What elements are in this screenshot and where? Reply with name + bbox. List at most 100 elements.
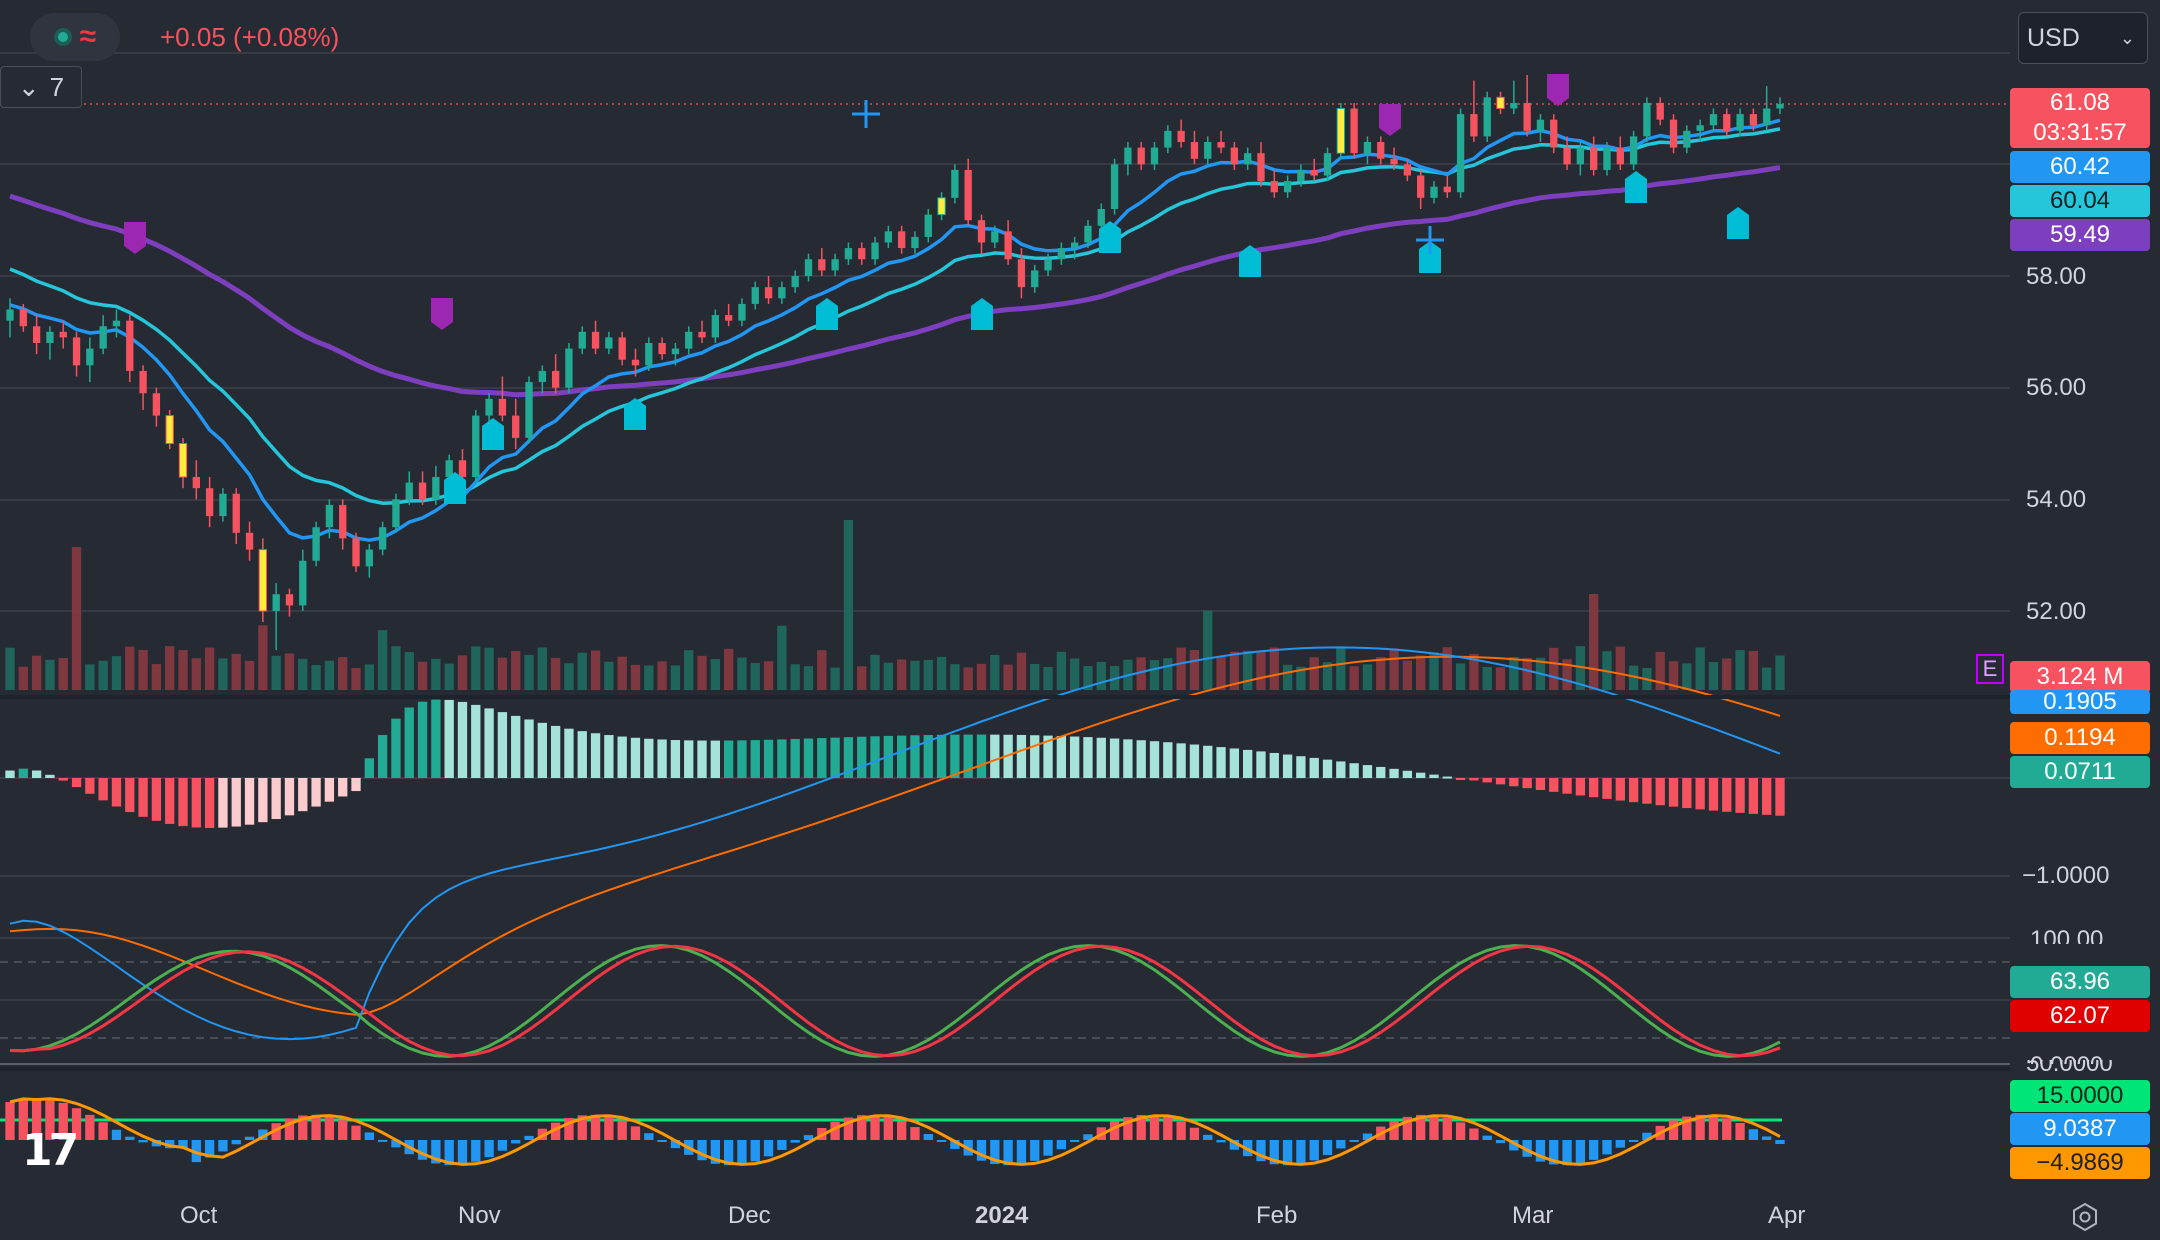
- osc-bar: [923, 1134, 933, 1140]
- osc-bar: [644, 1133, 654, 1140]
- settings-icon[interactable]: [2070, 1202, 2100, 1232]
- earnings-icon[interactable]: E: [1976, 654, 2004, 684]
- osc-bar: [1602, 1140, 1612, 1155]
- volume-bar: [151, 664, 162, 690]
- osc-bar: [258, 1129, 268, 1140]
- candle-body: [1270, 181, 1278, 193]
- volume-bar: [910, 660, 920, 690]
- osc-bar: [1748, 1129, 1759, 1140]
- volume-bar: [1070, 658, 1080, 690]
- osc-bar: [976, 1140, 987, 1161]
- volume-bar: [1562, 659, 1572, 690]
- macd-histogram-bar: [1336, 761, 1346, 778]
- macd-histogram-bar: [311, 778, 321, 807]
- volume-bar: [990, 654, 1000, 690]
- volume-bar: [684, 650, 694, 690]
- volume-bar: [58, 658, 68, 690]
- osc-bar: [1455, 1122, 1466, 1140]
- buy-marker: [971, 298, 993, 330]
- osc-bar: [697, 1140, 707, 1161]
- buy-marker: [624, 398, 646, 430]
- macd-histogram-bar: [963, 734, 973, 778]
- candle-body: [591, 331, 600, 349]
- volume-bar: [1056, 651, 1067, 690]
- macd-histogram-bar: [71, 778, 82, 788]
- macd-histogram-bar: [670, 740, 681, 778]
- macd-histogram-bar: [1695, 778, 1705, 810]
- candle-body: [724, 315, 733, 321]
- macd-histogram-bar: [31, 770, 42, 778]
- candle-body: [258, 549, 268, 612]
- macd-histogram-bar: [857, 736, 867, 778]
- osc-bar: [125, 1136, 135, 1140]
- osc-bar: [604, 1116, 614, 1140]
- osc-bar: [71, 1108, 82, 1140]
- osc-bar: [524, 1135, 534, 1140]
- ema-mid-line: [9, 127, 1781, 505]
- candle-body: [19, 309, 27, 327]
- currency-select[interactable]: USD ⌄: [2018, 12, 2148, 64]
- volume-bar: [377, 630, 388, 690]
- volume-bar: [803, 666, 814, 690]
- candle-body: [272, 594, 280, 611]
- volume-bar: [497, 657, 508, 690]
- candle-body: [897, 231, 906, 249]
- macd-histogram-bar: [950, 734, 960, 778]
- candle-body: [1097, 209, 1105, 226]
- macd-histogram-bar: [630, 737, 641, 778]
- volume-bar: [1762, 667, 1772, 690]
- ema-slow-label: 59.49: [2010, 219, 2150, 251]
- macd-histogram-bar: [1535, 778, 1546, 791]
- osc-bar: [1336, 1140, 1346, 1149]
- candle-body: [671, 348, 680, 355]
- volume-bar: [1482, 666, 1492, 690]
- candle-body: [711, 315, 719, 338]
- status-pill[interactable]: ≈: [30, 13, 120, 61]
- collapse-button[interactable]: ⌄ 7: [0, 66, 82, 108]
- volume-bar: [1668, 661, 1679, 690]
- volume-bar: [1775, 655, 1785, 690]
- macd-histogram-bar: [85, 778, 95, 794]
- macd-histogram-bar: [1362, 765, 1373, 778]
- candle-body: [418, 482, 427, 500]
- candle-body: [339, 504, 347, 539]
- volume-bar: [644, 665, 654, 690]
- candle-body: [126, 320, 134, 371]
- volume-bar: [830, 667, 840, 690]
- candle-body: [352, 538, 360, 567]
- osc-bar: [1402, 1116, 1413, 1140]
- osc-bar: [1722, 1118, 1732, 1140]
- volume-bar: [950, 664, 960, 690]
- osc-bar: [1668, 1120, 1679, 1140]
- volume-bar: [1229, 651, 1240, 690]
- stoch-panel: [9, 944, 1781, 1058]
- countdown: 03:31:57: [2033, 119, 2127, 146]
- volume-bar: [178, 650, 188, 690]
- volume-bar: [843, 520, 854, 690]
- macd-histogram-bar: [98, 778, 108, 801]
- volume-bar: [1376, 657, 1386, 690]
- macd-histogram-bar: [1203, 745, 1213, 778]
- candle-body: [858, 248, 866, 260]
- macd-histogram-bar: [1256, 751, 1266, 778]
- volume-bar: [1203, 610, 1213, 690]
- macd-histogram-bar: [1070, 736, 1080, 778]
- volume-bar: [1269, 647, 1279, 690]
- macd-histogram-bar: [1149, 741, 1160, 778]
- ema-lines: [9, 118, 1781, 542]
- macd-histogram-bar: [1762, 778, 1772, 815]
- macd-histogram-bar: [444, 699, 454, 778]
- macd-histogram-bar: [1589, 778, 1599, 798]
- volume-bar: [125, 646, 135, 690]
- candle-body: [1683, 130, 1691, 148]
- candle-body: [844, 248, 853, 260]
- candle-body: [911, 236, 919, 249]
- candle-body: [485, 398, 493, 416]
- price-change: +0.05 (+0.08%): [160, 21, 340, 52]
- candle-body: [1297, 169, 1305, 182]
- tradingview-logo[interactable]: 17: [22, 1125, 79, 1176]
- volume-bar: [1389, 648, 1399, 690]
- osc-bar: [1389, 1120, 1399, 1140]
- macd-histogram-bar: [564, 728, 574, 778]
